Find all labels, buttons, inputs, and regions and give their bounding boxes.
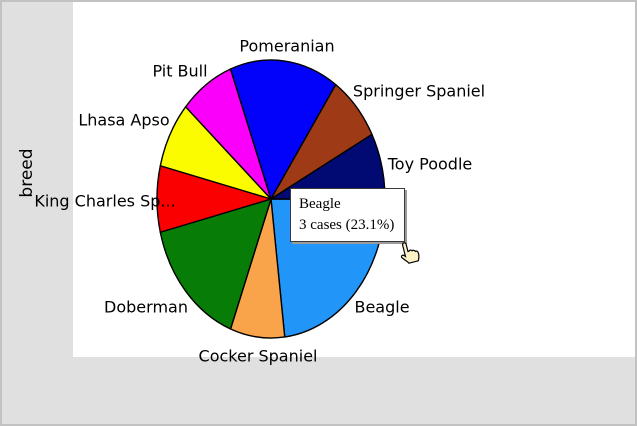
slice-label: Cocker Spaniel [198,346,318,366]
tooltip-detail: 3 cases (23.1%) [299,217,395,233]
slice-label: Lhasa Apso [78,110,170,130]
slice-label: King Charles Sp... [34,191,176,211]
slice-label: Doberman [104,297,188,317]
tooltip-title: Beagle [299,196,341,212]
slice-label: Pomeranian [239,36,335,56]
hand-pointer-icon [395,238,422,267]
slice-label: Springer Spaniel [352,81,486,101]
add-variable-bar[interactable]: Click to add variable [2,357,635,424]
pie-slice-pomeranian[interactable] [229,59,337,200]
slice-label: Beagle [354,297,410,317]
pie-slice-doberman[interactable] [159,198,272,330]
tooltip: Beagle 3 cases (23.1%) [290,188,405,242]
slice-label: Pit Bull [152,61,208,81]
slice-label: Toy Poodle [387,154,473,174]
